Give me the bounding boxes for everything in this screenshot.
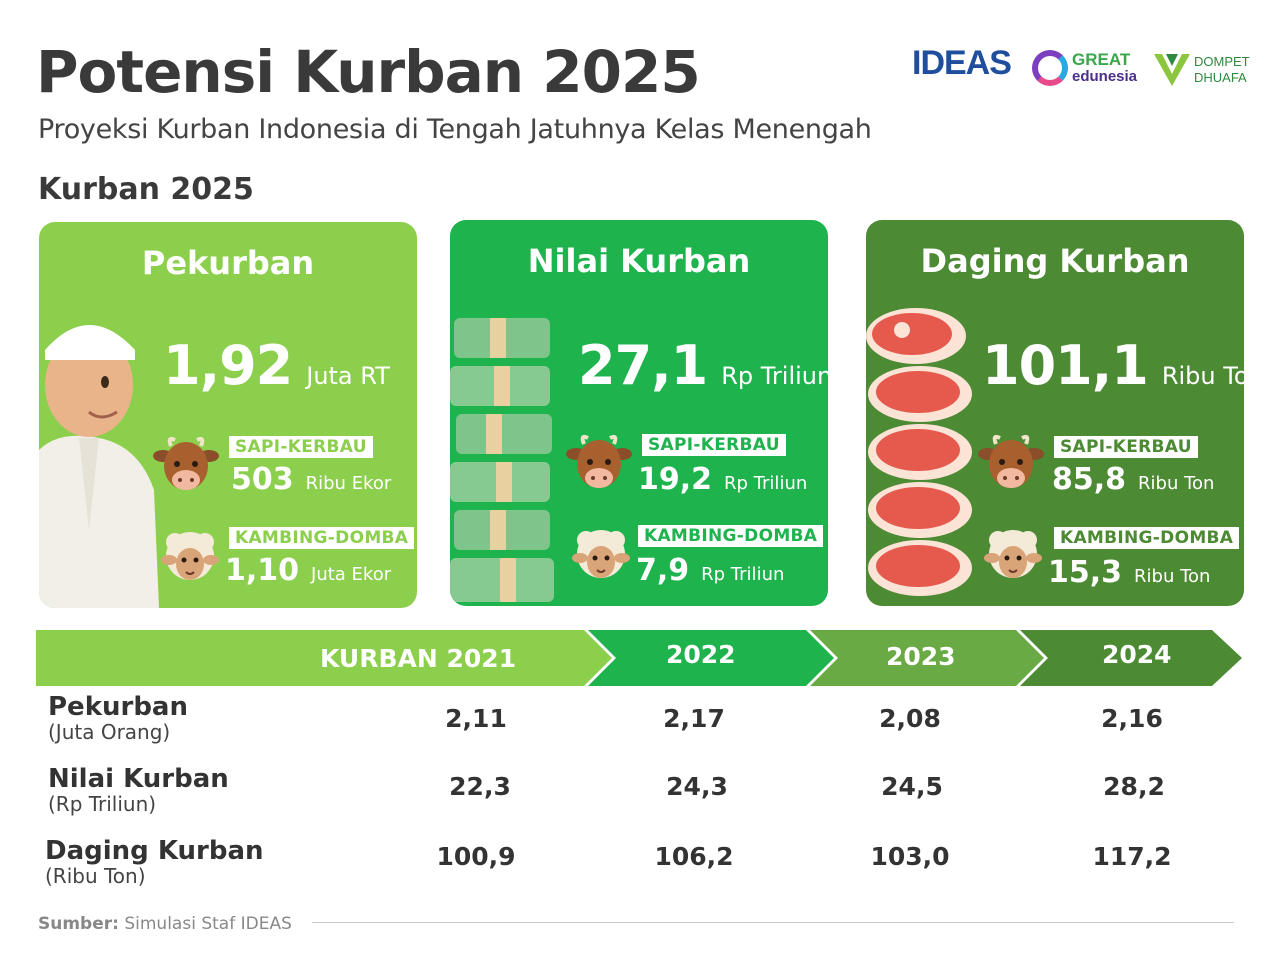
cattle-tag: SAPI-KERBAU xyxy=(229,436,373,458)
card-title: Pekurban xyxy=(141,244,315,282)
daging-total: 101,1 Ribu Ton xyxy=(982,334,1244,397)
cell-daging-2024: 117,2 xyxy=(1092,842,1172,871)
cell-pekurban-2021: 2,11 xyxy=(445,704,507,733)
cow-icon xyxy=(566,434,632,488)
section-heading: Kurban 2025 xyxy=(38,172,254,207)
great-edunesia-logo: GREAT edunesia xyxy=(1032,44,1144,94)
goat-value: 7,9 Rp Triliun xyxy=(636,553,785,588)
card-title: Daging Kurban xyxy=(920,242,1190,280)
cell-daging-2021: 100,9 xyxy=(436,842,516,871)
cow-icon xyxy=(978,434,1044,488)
cattle-value: 503 Ribu Ekor xyxy=(231,462,392,497)
sheep-icon xyxy=(161,532,219,580)
card-daging-kurban: Daging Kurban 101,1 Ribu Ton SAPI-KERBAU… xyxy=(866,220,1244,606)
row-label-pekurban: Pekurban (Juta Orang) xyxy=(48,692,188,744)
nilai-total: 27,1 Rp Triliun xyxy=(578,334,828,397)
source-divider xyxy=(312,922,1234,923)
card-nilai-kurban: Nilai Kurban 27,1 Rp Triliun SAPI-KERBAU… xyxy=(450,220,828,606)
cell-pekurban-2024: 2,16 xyxy=(1101,704,1163,733)
cell-pekurban-2023: 2,08 xyxy=(879,704,941,733)
money-stack-icon xyxy=(450,318,554,602)
year-timeline: KURBAN 2021 2022 2023 2024 xyxy=(36,630,1246,686)
dompet-dhuafa-mark-icon xyxy=(1154,54,1190,86)
sheep-icon xyxy=(572,530,630,578)
cell-nilai-2023: 24,5 xyxy=(881,772,943,801)
goat-value: 15,3 Ribu Ton xyxy=(1048,555,1211,590)
cell-pekurban-2022: 2,17 xyxy=(663,704,725,733)
person-icon xyxy=(39,325,159,608)
cattle-tag: SAPI-KERBAU xyxy=(1054,436,1198,458)
card-title: Nilai Kurban xyxy=(527,242,751,280)
timeline-year-2022: 2022 xyxy=(666,640,736,669)
row-label-nilai-kurban: Nilai Kurban (Rp Triliun) xyxy=(48,764,229,816)
goat-tag: KAMBING-DOMBA xyxy=(638,525,824,547)
cell-nilai-2021: 22,3 xyxy=(449,772,511,801)
cell-daging-2023: 103,0 xyxy=(870,842,950,871)
cow-icon xyxy=(153,436,219,490)
cell-nilai-2022: 24,3 xyxy=(666,772,728,801)
cell-nilai-2024: 28,2 xyxy=(1103,772,1165,801)
meat-stack-icon xyxy=(866,308,972,596)
ideas-logo: IDEAS xyxy=(912,44,1012,82)
timeline-year-2024: 2024 xyxy=(1102,640,1172,669)
cattle-value: 85,8 Ribu Ton xyxy=(1052,462,1215,497)
great-ring-icon xyxy=(1032,50,1068,86)
page-title: Potensi Kurban 2025 xyxy=(36,38,701,106)
timeline-year-2023: 2023 xyxy=(886,642,956,671)
cattle-tag: SAPI-KERBAU xyxy=(642,434,786,456)
source-note: Sumber: Simulasi Staf IDEAS xyxy=(38,914,292,934)
sheep-icon xyxy=(984,530,1042,578)
dompet-dhuafa-logo: DOMPET DHUAFA xyxy=(1152,44,1264,94)
goat-value: 1,10 Juta Ekor xyxy=(225,553,392,588)
partner-logos: IDEAS GREAT edunesia DOMPET DHUAFA xyxy=(912,44,1262,94)
goat-tag: KAMBING-DOMBA xyxy=(229,527,415,549)
page-subtitle: Proyeksi Kurban Indonesia di Tengah Jatu… xyxy=(38,114,872,145)
timeline-arrows xyxy=(36,630,1242,686)
cattle-value: 19,2 Rp Triliun xyxy=(638,462,808,497)
pekurban-total: 1,92 Juta RT xyxy=(163,334,390,397)
source-label: Sumber: xyxy=(38,914,119,934)
source-text: Simulasi Staf IDEAS xyxy=(124,914,292,934)
cell-daging-2022: 106,2 xyxy=(654,842,734,871)
timeline-year-2021: KURBAN 2021 xyxy=(320,644,517,673)
card-pekurban: Pekurban 1,92 Juta RT SAPI-KERBAU 503 Ri… xyxy=(39,222,417,608)
goat-tag: KAMBING-DOMBA xyxy=(1054,527,1240,549)
row-label-daging-kurban: Daging Kurban (Ribu Ton) xyxy=(45,836,264,888)
